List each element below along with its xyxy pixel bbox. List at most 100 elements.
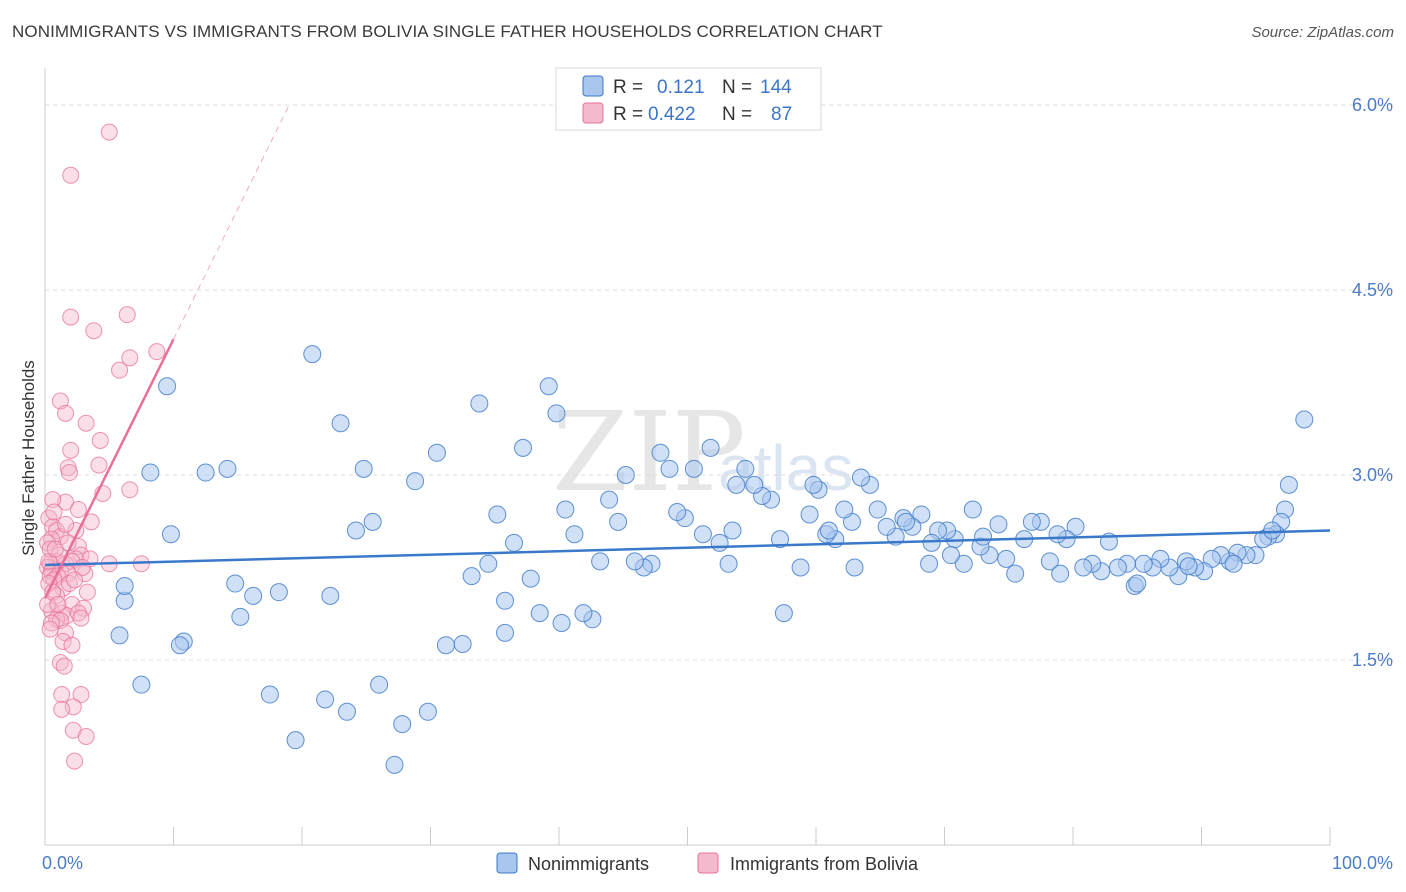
point-nonimmigrants [800,505,819,524]
point-bolivia [63,636,81,654]
series-nonimmigrants-points [110,345,1314,774]
point-nonimmigrants [496,591,515,610]
point-nonimmigrants [218,459,237,478]
point-nonimmigrants [609,512,628,531]
point-bolivia [75,599,93,617]
point-nonimmigrants [651,443,670,462]
legend-n-label-1: N = [722,77,752,98]
point-bolivia [91,431,109,449]
point-bolivia [62,441,80,459]
point-nonimmigrants [745,475,764,494]
point-nonimmigrants [141,463,160,482]
point-nonimmigrants [346,521,365,540]
point-nonimmigrants [514,438,533,457]
legend-n-label-2: N = [722,104,752,125]
point-nonimmigrants [316,690,335,709]
point-bolivia [60,464,78,482]
trend-line-bolivia [43,338,175,599]
point-nonimmigrants [1022,512,1041,531]
point-nonimmigrants [1006,564,1025,583]
point-nonimmigrants [920,554,939,573]
point-nonimmigrants [436,636,455,655]
point-nonimmigrants [539,377,558,396]
point-nonimmigrants [819,521,838,540]
point-nonimmigrants [547,404,566,423]
point-nonimmigrants [851,468,870,487]
point-nonimmigrants [286,731,305,750]
point-nonimmigrants [963,500,982,519]
point-bolivia [42,614,60,632]
point-nonimmigrants [668,503,687,521]
point-bolivia [121,481,139,499]
point-nonimmigrants [877,517,896,536]
bottom-legend-swatch-blue [496,852,518,874]
point-nonimmigrants [791,558,810,577]
point-bolivia [85,322,103,340]
point-nonimmigrants [736,459,755,478]
point-bolivia [111,361,129,379]
point-bolivia [53,686,71,704]
point-bolivia [118,306,136,324]
x-tick-labels: 0.0% 100.0% [42,853,1393,873]
trend-lines [43,104,1331,599]
legend-r-value-2: 0.422 [648,104,696,125]
point-nonimmigrants [488,505,507,524]
legend-r-label-2: R = [613,104,643,125]
point-nonimmigrants [462,567,481,586]
point-nonimmigrants [1048,525,1067,544]
point-nonimmigrants [701,438,720,457]
point-nonimmigrants [158,377,177,396]
point-nonimmigrants [453,634,472,653]
point-bolivia [49,596,67,613]
point-nonimmigrants [912,505,931,524]
point-nonimmigrants [363,512,382,531]
point-nonimmigrants [231,607,250,626]
point-bolivia [41,620,59,638]
point-nonimmigrants [244,586,263,605]
y-tick-labels: 1.5% 3.0% 4.5% 6.0% [1352,95,1393,670]
point-nonimmigrants [1263,521,1282,540]
point-nonimmigrants [337,702,356,721]
point-nonimmigrants [1108,558,1127,577]
point-nonimmigrants [110,626,129,645]
point-bolivia [66,571,84,589]
point-nonimmigrants [1295,410,1314,429]
chart-source: Source: ZipAtlas.com [1251,24,1394,41]
y-axis-label: Single Father Households [19,360,38,556]
point-nonimmigrants [1066,517,1085,536]
point-bolivia [62,308,80,326]
legend-swatch-blue [582,75,604,97]
point-nonimmigrants [954,554,973,573]
y-tick-label: 6.0% [1352,95,1393,115]
point-nonimmigrants [600,490,619,509]
point-nonimmigrants [922,533,941,552]
point-bolivia [100,123,118,141]
point-nonimmigrants [370,675,389,694]
point-nonimmigrants [552,614,571,632]
point-bolivia [148,343,166,361]
y-tick-label: 4.5% [1352,280,1393,300]
point-nonimmigrants [835,500,854,519]
point-nonimmigrants [393,715,412,734]
point-nonimmigrants [616,466,635,484]
point-nonimmigrants [505,533,524,552]
point-bolivia [44,491,62,509]
point-nonimmigrants [710,533,729,552]
point-nonimmigrants [496,623,515,642]
axes [44,68,1331,846]
legend-swatch-pink [582,102,604,124]
point-bolivia [57,493,75,511]
point-bolivia [57,515,75,533]
point-bolivia [69,604,87,622]
point-nonimmigrants [530,604,549,623]
point-bolivia [53,700,71,718]
point-nonimmigrants [196,463,215,482]
point-bolivia [62,166,80,184]
point-nonimmigrants [1279,475,1298,494]
point-bolivia [72,609,90,627]
x-tick-label-start: 0.0% [42,853,83,873]
point-nonimmigrants [727,475,746,494]
bottom-legend: Nonimmigrants Immigrants from Bolivia [496,852,919,874]
point-bolivia [66,752,84,770]
